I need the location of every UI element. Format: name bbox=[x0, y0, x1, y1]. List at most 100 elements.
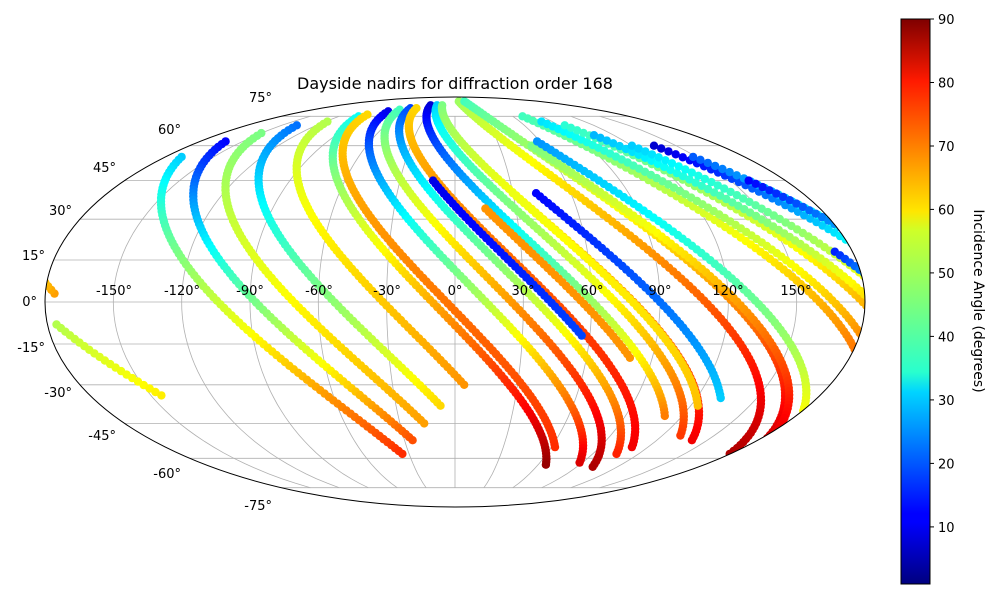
nadir-point bbox=[862, 301, 865, 310]
colorbar-tick-label: 80 bbox=[938, 77, 955, 92]
x-tick-label: -150° bbox=[96, 284, 132, 299]
nadir-point bbox=[859, 380, 865, 389]
nadir-point bbox=[687, 436, 697, 445]
nadir-point bbox=[710, 161, 720, 171]
nadir-point bbox=[952, 313, 960, 321]
nadir-point bbox=[660, 411, 669, 421]
nadir-point bbox=[957, 355, 965, 363]
nadir-point bbox=[872, 386, 880, 394]
nadir-point bbox=[931, 308, 939, 316]
nadir-point bbox=[16, 221, 24, 229]
nadir-point bbox=[31, 181, 39, 189]
nadir-track-4 bbox=[221, 128, 429, 428]
nadir-point bbox=[891, 414, 899, 422]
nadir-point bbox=[955, 317, 963, 325]
nadir-point bbox=[877, 427, 885, 435]
nadir-point bbox=[550, 442, 560, 452]
nadir-track-10 bbox=[380, 105, 606, 471]
nadir-point bbox=[732, 171, 741, 180]
nadir-point bbox=[881, 312, 889, 320]
nadir-point bbox=[935, 295, 943, 303]
nadir-point bbox=[893, 401, 901, 409]
y-tick-label: -60° bbox=[153, 467, 181, 482]
nadir-point bbox=[649, 141, 659, 150]
nadir-point bbox=[398, 449, 407, 459]
nadir-point bbox=[23, 194, 31, 202]
nadir-point bbox=[889, 323, 897, 331]
nadir-point bbox=[881, 288, 889, 296]
nadir-point bbox=[942, 302, 950, 310]
nadir-point bbox=[872, 382, 880, 390]
nadir-point bbox=[892, 259, 900, 267]
nadir-point bbox=[878, 420, 886, 428]
nadir-point bbox=[72, 149, 82, 159]
nadir-point bbox=[575, 458, 584, 467]
x-tick-label: -60° bbox=[305, 284, 333, 299]
nadir-point bbox=[57, 158, 66, 168]
y-tick-label: -45° bbox=[88, 429, 116, 444]
nadir-point bbox=[577, 331, 586, 340]
nadir-point bbox=[33, 268, 41, 276]
nadir-point bbox=[865, 241, 873, 249]
nadir-point bbox=[884, 414, 892, 422]
nadir-track-5 bbox=[254, 121, 445, 410]
nadir-point bbox=[871, 365, 879, 373]
nadir-point bbox=[854, 233, 863, 243]
nadir-point bbox=[893, 345, 901, 353]
nadir-point bbox=[940, 319, 948, 327]
nadir-point bbox=[78, 146, 88, 156]
colorbar-tick-label: 40 bbox=[938, 330, 955, 345]
nadir-point bbox=[664, 147, 673, 156]
y-tick-label: 15° bbox=[22, 249, 45, 264]
x-tick-label: 60° bbox=[580, 284, 603, 299]
nadir-point bbox=[930, 290, 938, 298]
nadir-point bbox=[863, 249, 865, 259]
nadir-point bbox=[959, 365, 967, 373]
nadir-point bbox=[676, 431, 685, 440]
nadir-point bbox=[29, 184, 37, 192]
x-tick-label: 30° bbox=[511, 284, 534, 299]
nadir-point bbox=[157, 391, 166, 400]
nadir-track-3 bbox=[189, 137, 417, 445]
nadir-point bbox=[657, 144, 666, 153]
nadir-point bbox=[62, 155, 71, 164]
nadir-point bbox=[962, 328, 970, 336]
nadir-point bbox=[27, 187, 35, 195]
nadir-point bbox=[889, 338, 897, 346]
nadir-point bbox=[879, 261, 887, 269]
colorbar-ticks: 10 20 30 40 50 60 70 80 90 bbox=[930, 13, 955, 536]
nadir-point bbox=[21, 197, 29, 205]
nadir-point bbox=[693, 401, 702, 410]
nadir-point bbox=[858, 369, 865, 379]
nadir-point bbox=[888, 268, 896, 276]
y-tick-label: 60° bbox=[158, 123, 181, 138]
nadir-point bbox=[863, 436, 865, 445]
nadir-point bbox=[868, 298, 876, 306]
nadir-point bbox=[849, 425, 858, 434]
nadir-point bbox=[859, 237, 865, 246]
nadir-point bbox=[943, 322, 951, 330]
nadir-point bbox=[932, 291, 940, 299]
nadir-point bbox=[846, 428, 855, 437]
nadir-point bbox=[105, 135, 115, 144]
nadir-point bbox=[885, 331, 893, 339]
nadir-point bbox=[891, 404, 899, 412]
nadir-point bbox=[91, 141, 101, 150]
nadir-point bbox=[964, 397, 972, 405]
colorbar-tick-label: 20 bbox=[938, 457, 955, 472]
nadir-point bbox=[863, 409, 865, 418]
nadir-point bbox=[861, 339, 865, 348]
data-points bbox=[16, 97, 972, 471]
nadir-point bbox=[625, 353, 635, 362]
colorbar-gradient bbox=[900, 18, 931, 585]
nadir-point bbox=[17, 211, 25, 219]
nadir-point bbox=[878, 309, 886, 317]
nadir-point bbox=[17, 225, 25, 233]
nadir-point bbox=[18, 207, 26, 215]
nadir-point bbox=[45, 278, 50, 287]
nadir-point bbox=[856, 397, 865, 406]
nadir-point bbox=[883, 327, 891, 335]
colorbar: 10 20 30 40 50 60 70 80 90 Incidence Angle (degr… bbox=[900, 13, 986, 585]
y-tick-label: 75° bbox=[249, 91, 272, 106]
nadir-point bbox=[872, 368, 880, 376]
